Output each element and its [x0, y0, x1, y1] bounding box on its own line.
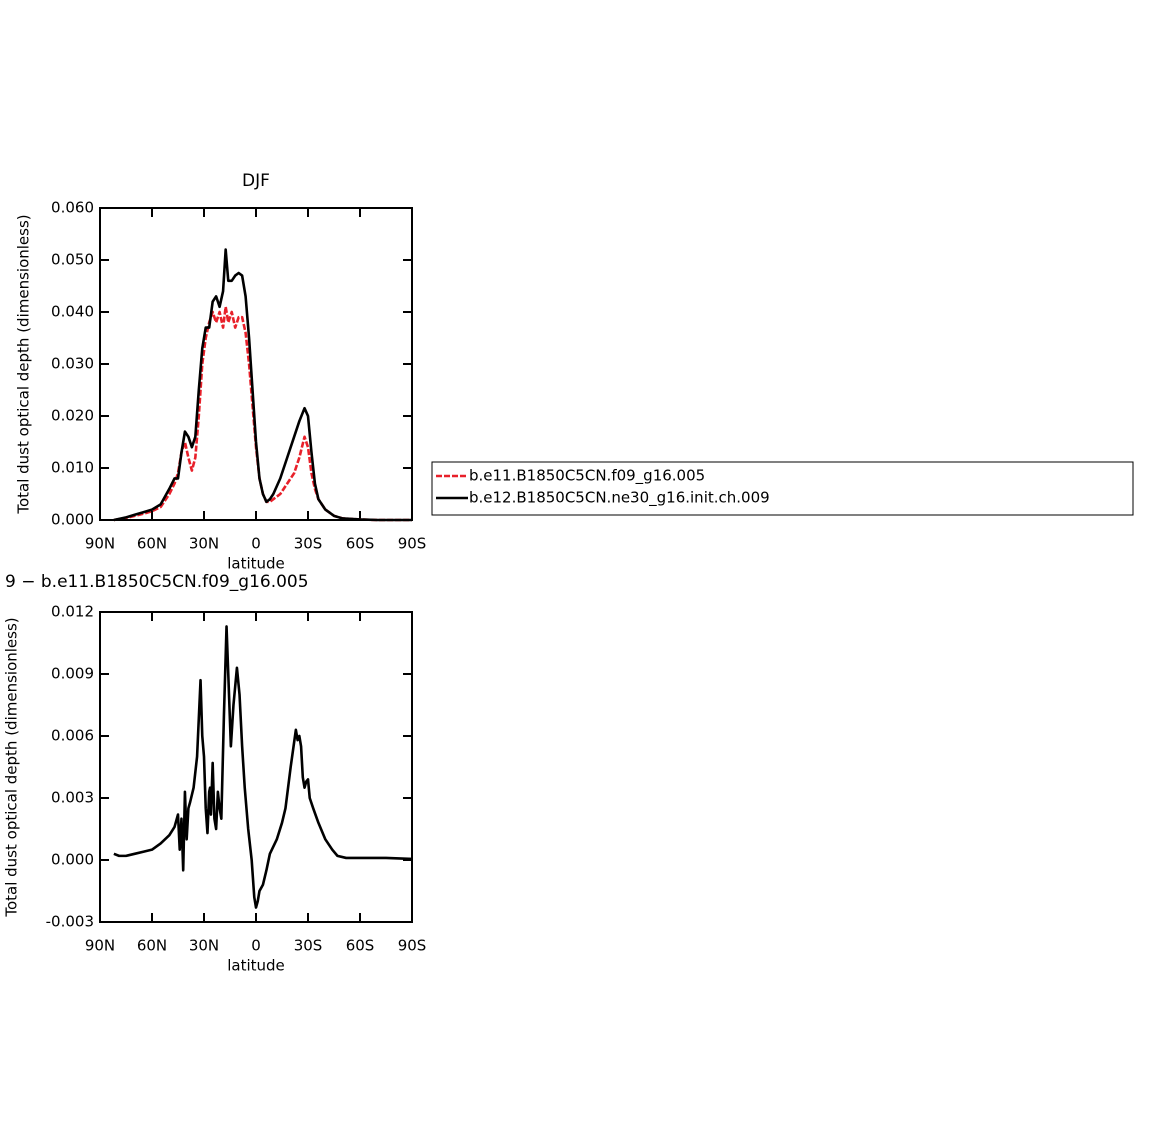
- legend-box: [431, 461, 1134, 516]
- y-axis-label: Total dust optical depth (dimensionless): [15, 214, 33, 514]
- x-tick-label: 60N: [137, 535, 167, 553]
- x-tick-label: 90N: [85, 937, 115, 955]
- x-tick-label: 90S: [398, 937, 427, 955]
- chart-title: 9 − b.e11.B1850C5CN.f09_g16.005: [5, 572, 309, 592]
- y-tick-label: 0.040: [51, 303, 94, 321]
- x-tick-label: 60N: [137, 937, 167, 955]
- y-tick-label: 0.003: [51, 789, 94, 807]
- data-line: [113, 248, 412, 522]
- x-axis-label: latitude: [227, 957, 285, 975]
- x-tick-label: 30N: [189, 937, 219, 955]
- x-tick-label: 0: [251, 937, 261, 955]
- x-tick-label: 30N: [189, 535, 219, 553]
- x-axis-label: latitude: [227, 555, 285, 573]
- y-tick-label: 0.009: [51, 665, 94, 683]
- y-tick-label: 0.006: [51, 727, 94, 745]
- y-tick-label: 0.000: [51, 851, 94, 869]
- y-tick-label: 0.050: [51, 251, 94, 269]
- y-tick-label: 0.020: [51, 407, 94, 425]
- x-tick-label: 0: [251, 535, 261, 553]
- y-tick-label: 0.060: [51, 199, 94, 217]
- chart-title: DJF: [242, 171, 270, 191]
- data-line: [113, 625, 413, 909]
- x-tick-label: 60S: [346, 535, 375, 553]
- y-tick-label: 0.000: [51, 511, 94, 529]
- y-tick-label: 0.030: [51, 355, 94, 373]
- y-tick-label: 0.012: [51, 603, 94, 621]
- x-tick-label: 30S: [294, 937, 323, 955]
- x-tick-label: 90N: [85, 535, 115, 553]
- x-tick-label: 90S: [398, 535, 427, 553]
- x-tick-label: 60S: [346, 937, 375, 955]
- y-tick-label: -0.003: [46, 913, 94, 931]
- y-tick-label: 0.010: [51, 459, 94, 477]
- plot-frame: [99, 611, 413, 923]
- legend-label: b.e12.B1850C5CN.ne30_g16.init.ch.009: [469, 489, 770, 508]
- y-axis-label: Total dust optical depth (dimensionless): [3, 617, 21, 917]
- x-tick-label: 30S: [294, 535, 323, 553]
- plot-frame: [99, 207, 413, 521]
- legend-label: b.e11.B1850C5CN.f09_g16.005: [469, 467, 705, 486]
